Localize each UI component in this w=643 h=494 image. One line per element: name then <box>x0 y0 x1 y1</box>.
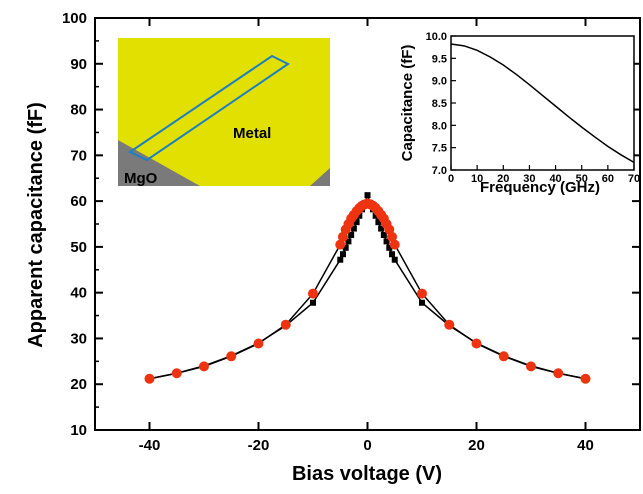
y-tick-label: 40 <box>70 285 87 302</box>
inset-series <box>450 43 635 164</box>
inset-y-axis-title: Capacitance (fF) <box>399 45 416 162</box>
x-tick-label: 20 <box>468 437 485 454</box>
x-tick-label: 0 <box>363 437 371 454</box>
series-1-point <box>444 319 455 330</box>
inset-y-tick-label: 7.0 <box>432 165 447 177</box>
series-1-point <box>417 288 427 299</box>
transmission-line <box>127 54 290 162</box>
inset-x-tick-label: 30 <box>523 173 535 185</box>
y-tick-label: 90 <box>70 56 87 73</box>
y-tick-label: 20 <box>70 376 87 393</box>
y-tick-label: 30 <box>70 330 87 347</box>
inset-x-tick-label: 0 <box>448 173 454 185</box>
series-1-point <box>471 338 482 349</box>
x-tick-label: -40 <box>139 437 161 454</box>
substrate-corner <box>310 168 330 186</box>
series-1-line <box>149 202 586 380</box>
y-tick-label: 70 <box>70 147 87 164</box>
inset-y-tick-label: 9.0 <box>432 76 447 88</box>
series-1-point <box>253 338 264 349</box>
series-0-point <box>353 219 360 226</box>
inset-y-tick-label: 9.5 <box>432 53 447 65</box>
series-0-point <box>386 244 393 251</box>
series-0-point <box>345 238 352 245</box>
series-0-point <box>419 299 425 306</box>
series-0-point <box>372 212 379 219</box>
series-1-point <box>580 373 591 384</box>
substrate-region <box>118 140 200 186</box>
inset-x-tick-label: 50 <box>576 173 588 185</box>
series-1-point <box>526 361 536 372</box>
series-1-point <box>387 231 398 242</box>
series-1-point <box>335 239 346 250</box>
series-0-point <box>350 225 357 232</box>
series-0-point <box>380 231 387 238</box>
inset-x-tick-label: 10 <box>471 173 483 185</box>
y-tick-label: 80 <box>70 102 87 119</box>
series-0-point <box>310 299 316 306</box>
y-tick-label: 100 <box>62 10 87 27</box>
substrate-label: MgO <box>124 170 158 187</box>
series-0-point <box>337 256 344 263</box>
inset-y-tick-label: 8.0 <box>432 120 447 132</box>
x-tick-label: 40 <box>577 437 594 454</box>
device-picture: Metal MgO <box>118 38 330 187</box>
y-tick-label: 60 <box>70 193 87 210</box>
inset-plot-frame <box>450 35 635 171</box>
series-1-point <box>199 361 209 372</box>
series-1-point <box>389 239 400 250</box>
x-tick-label: -20 <box>248 437 270 454</box>
series-1-point <box>553 368 564 379</box>
series-0-point <box>339 251 346 258</box>
series-0-point <box>375 219 382 226</box>
y-tick-label: 50 <box>70 239 87 256</box>
series-1-point <box>280 319 291 330</box>
series-0-point <box>378 225 385 232</box>
series-0-point <box>391 256 398 263</box>
inset-x-tick-label: 20 <box>497 173 509 185</box>
inset-series-line <box>450 43 635 164</box>
inset-y-tick-label: 10.0 <box>426 31 447 43</box>
inset-y-tick-label: 8.5 <box>432 98 447 110</box>
series-0-point <box>383 238 390 245</box>
series-1-point <box>308 288 318 299</box>
series-0-point <box>342 244 349 251</box>
series-0-point <box>364 192 371 199</box>
series-0-point <box>348 231 355 238</box>
inset-x-axis-title: Frequency (GHz) <box>480 179 600 196</box>
inset-ticks: 0 10 20 30 40 50 60 70 7.0 7.5 8.0 8.5 9.0 9.5 10.0 <box>426 31 641 185</box>
series-1-point <box>498 351 509 362</box>
series-0-point <box>389 251 396 258</box>
series-0-line <box>149 192 586 380</box>
inset-x-tick-label: 60 <box>602 173 614 185</box>
main-series <box>144 192 591 384</box>
y-axis-title: Apparent capacitance (fF) <box>25 102 47 348</box>
inset-x-tick-label: 40 <box>549 173 561 185</box>
series-1-point <box>226 351 237 362</box>
inset-y-tick-label: 7.5 <box>432 143 447 155</box>
series-1-point <box>171 368 182 379</box>
x-axis-title: Bias voltage (V) <box>292 463 442 485</box>
series-1-point <box>144 373 155 384</box>
y-tick-label: 10 <box>70 422 87 439</box>
series-0-point <box>356 212 363 219</box>
metal-label: Metal <box>233 125 271 142</box>
inset-x-tick-label: 70 <box>628 173 640 185</box>
